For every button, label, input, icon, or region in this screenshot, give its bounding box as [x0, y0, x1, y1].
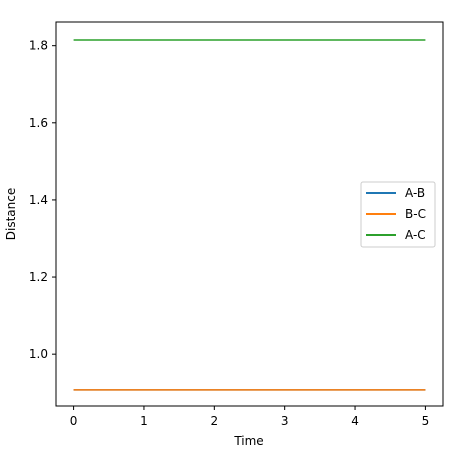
y-tick-label: 1.0 [29, 347, 48, 361]
y-axis-label: Distance [4, 188, 18, 240]
legend: A-B B-C A-C [360, 181, 436, 248]
y-tick-label: 1.8 [29, 39, 48, 53]
x-axis-label: Time [233, 434, 263, 448]
x-tick-label: 2 [210, 414, 218, 428]
y-tick-label: 1.4 [29, 193, 48, 207]
x-axis: 0 1 2 3 4 5 [70, 406, 429, 428]
x-tick-label: 0 [70, 414, 78, 428]
series-layer [73, 39, 426, 391]
x-tick-label: 1 [140, 414, 148, 428]
legend-label-b-c: B-C [405, 207, 426, 221]
legend-label-a-b: A-B [405, 186, 425, 200]
y-tick-label: 1.6 [29, 116, 48, 130]
legend-box [360, 181, 436, 248]
x-tick-label: 3 [281, 414, 289, 428]
x-tick-label: 4 [351, 414, 359, 428]
plot-frame [55, 21, 444, 407]
y-tick-label: 1.2 [29, 270, 48, 284]
x-tick-label: 5 [422, 414, 430, 428]
legend-label-a-c: A-C [405, 228, 426, 242]
y-axis: 1.0 1.2 1.4 1.6 1.8 [29, 39, 56, 361]
